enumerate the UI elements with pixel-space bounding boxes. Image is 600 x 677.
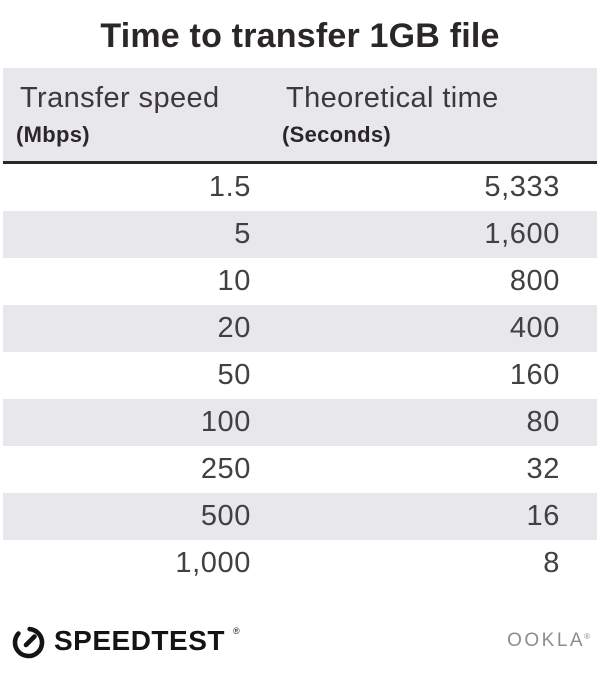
column-label: Theoretical time [286,82,499,114]
speed-cell: 100 [200,406,251,438]
table-row: 1.5 5,333 [3,163,597,212]
column-header-transfer-speed: Transfer speed (Mbps) [3,68,253,164]
table-row: 100 80 [3,399,597,446]
transfer-table: Transfer speed (Mbps) Theoretical time (… [3,68,597,587]
speedtest-logo: SPEEDTEST ® [10,623,240,660]
ookla-registered-mark: ® [584,632,590,641]
ookla-wordmark: OOKLA [507,630,586,651]
speed-cell: 20 [217,312,251,344]
speed-cell: 1,000 [175,547,251,579]
table-row: 50 160 [3,352,597,399]
ookla-logo: OOKLA® [507,630,591,652]
time-cell: 32 [526,453,560,485]
speed-cell: 500 [200,500,251,532]
table-row: 250 32 [3,446,597,493]
time-cell: 5,333 [484,171,560,203]
table-row: 1,000 8 [3,540,597,587]
speed-cell: 10 [217,265,251,297]
speed-cell: 250 [200,453,251,485]
column-unit: (Mbps) [16,122,90,147]
table-row: 500 16 [3,493,597,540]
column-unit: (Seconds) [282,122,392,147]
table-row: 5 1,600 [3,211,597,258]
speedtest-registered-mark: ® [232,626,240,636]
table-row: 20 400 [3,305,597,352]
time-cell: 160 [509,359,560,391]
time-cell: 400 [509,312,560,344]
column-label: Transfer speed [20,82,220,114]
speedtest-gauge-icon [10,623,47,660]
time-cell: 8 [543,547,560,579]
page-title: Time to transfer 1GB file [100,17,500,55]
speed-cell: 5 [234,218,251,250]
speedtest-wordmark: SPEEDTEST [54,625,225,656]
transfer-table-container: Transfer speed (Mbps) Theoretical time (… [3,68,597,587]
time-cell: 800 [509,265,560,297]
table-row: 10 800 [3,258,597,305]
time-cell: 16 [526,500,560,532]
time-cell: 80 [526,406,560,438]
header-row: Transfer speed (Mbps) Theoretical time (… [3,68,597,164]
column-header-theoretical-time: Theoretical time (Seconds) [253,68,597,164]
time-cell: 1,600 [484,218,560,250]
footer: SPEEDTEST ® OOKLA® [0,619,600,663]
speed-cell: 1.5 [208,171,251,203]
speed-cell: 50 [217,359,251,391]
